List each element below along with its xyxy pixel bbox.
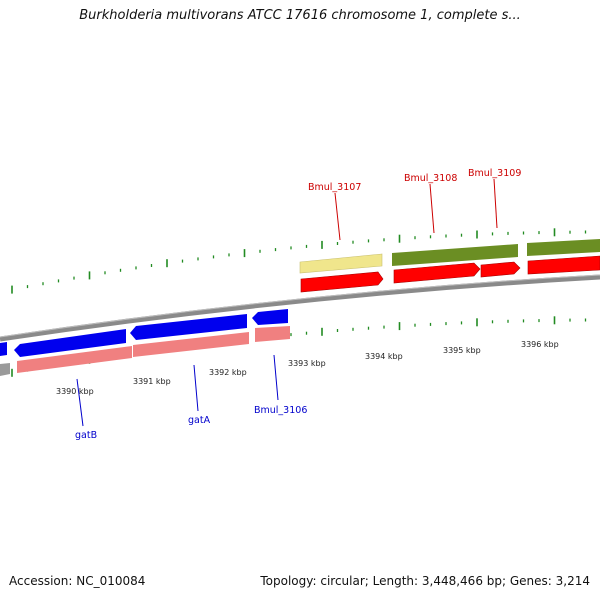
reverse-cds-arrow-bmul-3106[interactable]	[252, 309, 288, 325]
chromosome-backbone	[0, 274, 600, 342]
reverse-feature-bar-prev[interactable]	[0, 363, 10, 376]
reverse-feature-bar-bmul-3106[interactable]	[255, 326, 290, 342]
scale-label: 3391 kbp	[133, 377, 171, 386]
forward-cds-arrow-bmul-3108[interactable]	[393, 262, 481, 284]
reverse-feature-bar-gata[interactable]	[133, 332, 249, 357]
forward-cds-arrow-next[interactable]	[527, 255, 600, 275]
scale-label: 3394 kbp	[365, 352, 403, 361]
reverse-strand-track	[0, 309, 290, 376]
genome-stats-text: Topology: circular; Length: 3,448,466 bp…	[260, 574, 590, 588]
leader-line	[493, 178, 498, 229]
leader-line	[334, 192, 341, 241]
gene-label-gatb[interactable]: gatB	[75, 430, 97, 441]
reverse-gene-labels: gatB gatA Bmul_3106	[75, 354, 307, 441]
scale-label: 3392 kbp	[209, 368, 247, 377]
reverse-cds-arrow-gata[interactable]	[130, 314, 247, 340]
gene-label-bmul-3109[interactable]: Bmul_3109	[468, 168, 521, 179]
gene-label-bmul-3107[interactable]: Bmul_3107	[308, 182, 361, 193]
scale-label: 3393 kbp	[288, 359, 326, 368]
leader-line	[76, 378, 84, 427]
scale-label: 3395 kbp	[443, 346, 481, 355]
forward-gene-labels: Bmul_3107 Bmul_3108 Bmul_3109	[308, 168, 521, 241]
forward-strand-track	[299, 239, 600, 293]
leader-line	[273, 354, 279, 401]
forward-feature-bar-bmul-3109[interactable]	[527, 239, 600, 256]
accession-text: Accession: NC_010084	[9, 574, 146, 588]
leader-line	[193, 364, 199, 412]
forward-cds-arrow-bmul-3107[interactable]	[300, 271, 384, 293]
gene-label-gata[interactable]: gatA	[188, 415, 211, 426]
reverse-feature-bar-gatb[interactable]	[17, 346, 132, 373]
reverse-cds-arrow-gatb[interactable]	[14, 329, 126, 357]
scale-label: 3396 kbp	[521, 340, 559, 349]
forward-cds-arrow-bmul-3109[interactable]	[480, 261, 521, 278]
reverse-cds-arrow-prev[interactable]	[0, 342, 7, 356]
scale-label-track: 3390 kbp 3391 kbp 3392 kbp 3393 kbp 3394…	[56, 340, 559, 396]
gene-label-bmul-3108[interactable]: Bmul_3108	[404, 173, 457, 184]
forward-tick-track	[11, 228, 587, 294]
gene-label-bmul-3106[interactable]: Bmul_3106	[254, 405, 307, 416]
forward-feature-bar-bmul-3108[interactable]	[392, 244, 518, 266]
forward-feature-bar-bmul-3107[interactable]	[299, 253, 383, 274]
chromosome-backbone-highlight	[0, 274, 600, 338]
scale-label: 3390 kbp	[56, 387, 94, 396]
map-title: Burkholderia multivorans ATCC 17616 chro…	[79, 8, 521, 23]
leader-line	[429, 183, 435, 234]
